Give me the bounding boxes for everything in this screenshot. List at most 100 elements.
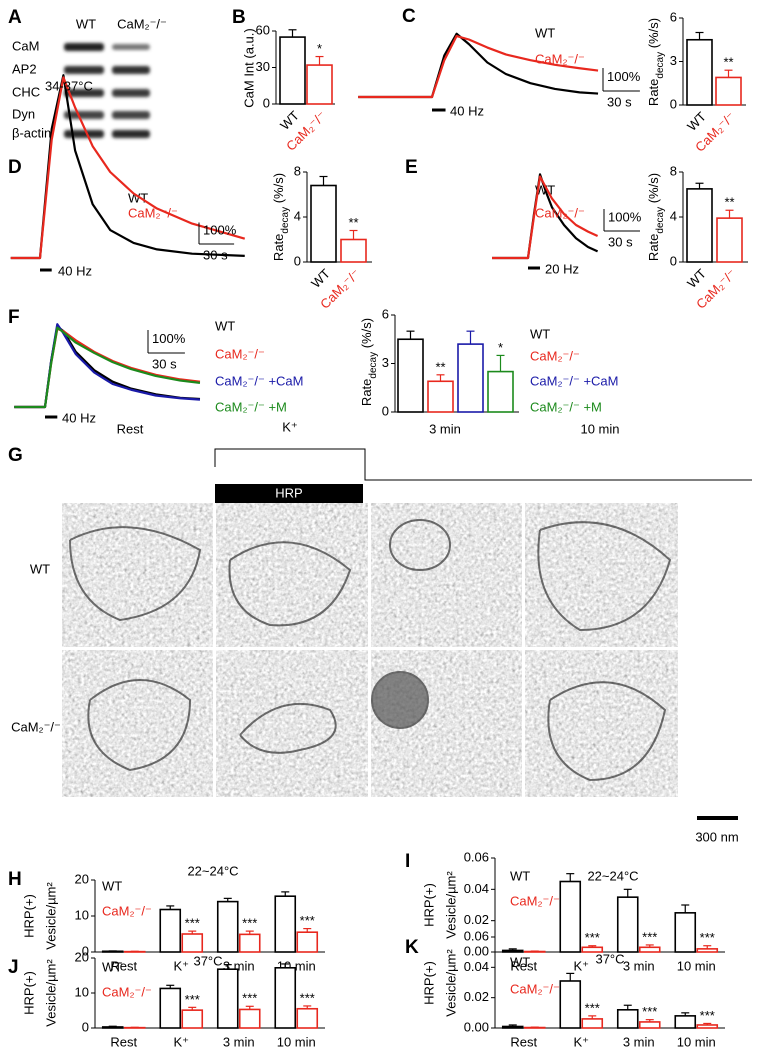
y-axis-label-part: Rate [646, 234, 661, 261]
significance: *** [700, 930, 715, 945]
y-axis-label: Ratedecay (%/s) [359, 318, 379, 406]
legend-label: WT [215, 318, 235, 333]
bar [159, 987, 182, 1029]
blot-column: WT [76, 16, 96, 31]
annotation: 34-37°C [45, 78, 93, 93]
y-tick-label: 0 [670, 253, 677, 268]
bar [181, 933, 204, 953]
bar [501, 1025, 524, 1029]
panel-letter: I [405, 851, 410, 872]
legend-label: CaM₂⁻/⁻ [102, 984, 152, 999]
y-tick-label: 0.02 [464, 989, 489, 1004]
y-axis-label: HRP(+) [21, 971, 36, 1015]
scale-bar-label: 100% [203, 223, 237, 238]
y-axis-label: CaM Int (a.u.) [241, 28, 256, 107]
legend-label: CaM₂⁻/⁻ +M [530, 399, 602, 414]
bar [686, 38, 713, 106]
panel-letter: D [8, 157, 22, 178]
trace [10, 76, 246, 260]
stimulus-label: 20 Hz [545, 261, 579, 276]
x-tick-label: WT [684, 266, 709, 291]
bar [487, 370, 514, 413]
significance: *** [242, 991, 257, 1006]
blot-row: Dyn [12, 106, 35, 121]
bar [274, 895, 297, 953]
y-tick-label: 3 [670, 53, 677, 68]
scale-bar-label: 30 s [203, 247, 228, 262]
y-tick-label: 0 [294, 253, 301, 268]
y-tick-label: 0.04 [464, 881, 489, 896]
y-tick-label: 10 [75, 907, 89, 922]
scale-bar-label: 30 s [152, 356, 177, 371]
stimulus-bar [45, 415, 58, 419]
bar [238, 1008, 261, 1029]
scale-bar-label: 30 s [607, 94, 632, 109]
x-tick-label: K⁺ [173, 958, 189, 973]
y-axis-label-part: Rate [359, 379, 374, 406]
x-tick-label: K⁺ [573, 958, 589, 973]
x-tick-label: 10 min [277, 1034, 316, 1049]
panel-letter: B [232, 7, 246, 28]
significance: *** [585, 930, 600, 945]
y-tick-label: 0 [82, 1019, 89, 1034]
bar [427, 380, 454, 413]
bar [306, 64, 333, 105]
significance: ** [723, 55, 733, 70]
legend-label: WT [102, 878, 122, 893]
bar [159, 908, 182, 953]
stimulus-bar [528, 266, 540, 270]
panel-letter: E [405, 157, 418, 178]
y-tick-label: 0.06 [464, 849, 489, 864]
y-tick-label: 20 [75, 871, 89, 886]
y-axis-label: Ratedecay (%/s) [646, 18, 666, 106]
y-tick-label: 60 [256, 22, 270, 37]
bar [716, 217, 743, 263]
bar [638, 946, 661, 953]
bar [216, 968, 239, 1029]
y-tick-label: 20 [75, 949, 89, 964]
significance: *** [185, 916, 200, 931]
bar [674, 912, 697, 953]
chart-title: 37°C [193, 953, 222, 968]
legend-label: WT [510, 868, 530, 883]
y-axis-label-part: (%/s) [646, 18, 661, 52]
significance: *** [300, 990, 315, 1005]
legend-label: CaM₂⁻/⁻ [535, 205, 585, 220]
stimulus-label: 40 Hz [62, 410, 96, 425]
bar [559, 980, 582, 1029]
panel-letter: J [8, 957, 19, 978]
y-axis-label-part: (%/s) [271, 173, 286, 207]
bar [216, 900, 239, 953]
stimulus-label: 40 Hz [450, 103, 484, 118]
bar [686, 188, 713, 263]
blot-row: β-actin [12, 125, 51, 140]
bar [674, 1015, 697, 1029]
y-tick-label: 8 [294, 163, 301, 178]
y-tick-label: 0.00 [464, 1019, 489, 1034]
significance: *** [700, 1008, 715, 1023]
significance: * [498, 340, 503, 355]
bar [616, 896, 639, 953]
bar [181, 1009, 204, 1029]
y-axis-label-part: Rate [646, 79, 661, 106]
y-tick-label: 30 [256, 59, 270, 74]
y-tick-label: 4 [670, 208, 677, 223]
x-tick-label: 10 min [677, 1034, 716, 1049]
bar [696, 1024, 719, 1029]
bar [238, 933, 261, 953]
y-axis-label-part: (%/s) [646, 173, 661, 207]
blot-row: AP2 [12, 61, 37, 76]
y-tick-label: 6 [670, 9, 677, 24]
blot-row: CaM [12, 38, 39, 53]
x-tick-label: WT [308, 266, 333, 291]
y-axis-label-part: decay [655, 207, 666, 234]
legend-label: CaM₂⁻/⁻ +M [215, 399, 287, 414]
trace [358, 34, 599, 99]
scale-bar-label: 300 nm [695, 829, 738, 844]
em-panel: G Rest K⁺ 3 min 10 min HRP WT CaM₂⁻/⁻ [8, 419, 752, 844]
legend-label: WT [102, 959, 122, 974]
x-tick-label: K⁺ [573, 1034, 589, 1049]
blot-row: CHC [12, 84, 40, 99]
scale-bar-label: 100% [608, 209, 642, 224]
y-axis-label-part: (%/s) [359, 318, 374, 352]
